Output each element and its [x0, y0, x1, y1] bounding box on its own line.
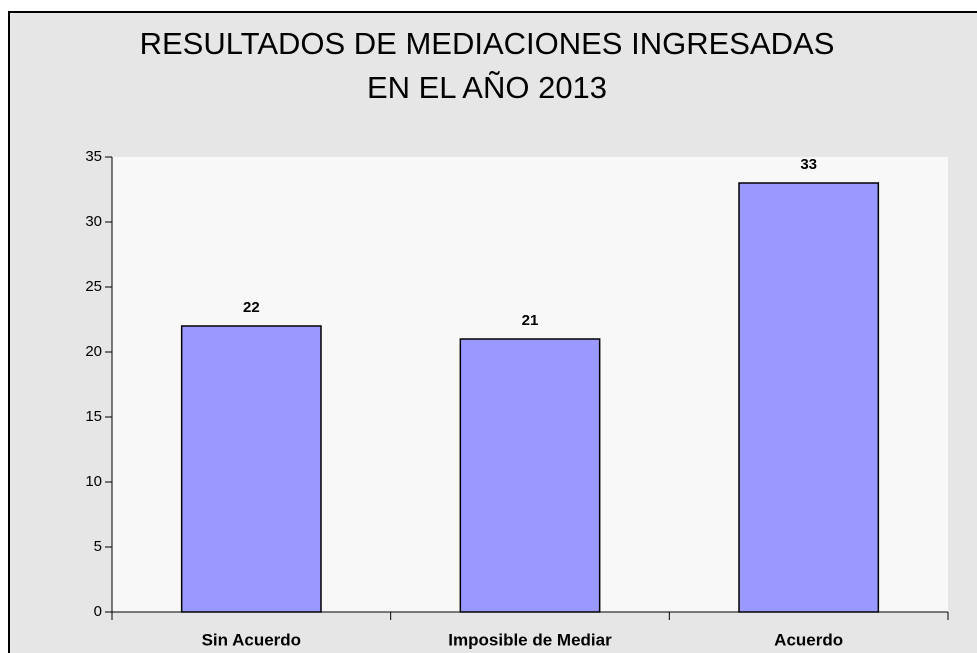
value-label: 22	[243, 299, 260, 316]
y-tick-label: 30	[85, 213, 102, 230]
y-tick-label: 10	[85, 473, 102, 490]
value-label: 33	[800, 156, 817, 173]
y-tick-label: 0	[94, 603, 102, 620]
y-tick-label: 25	[85, 278, 102, 295]
y-tick-label: 35	[85, 148, 102, 165]
x-tick-label: Sin Acuerdo	[202, 630, 302, 649]
chart-title: EN EL AÑO 2013	[367, 70, 607, 105]
y-tick-label: 15	[85, 408, 102, 425]
bar	[180, 325, 322, 613]
chart-title: RESULTADOS DE MEDIACIONES INGRESADAS	[140, 26, 835, 61]
x-tick-label: Imposible de Mediar	[448, 630, 612, 649]
bar	[459, 338, 601, 613]
x-tick-label: Acuerdo	[774, 630, 843, 649]
bar	[738, 182, 880, 613]
value-label: 21	[522, 312, 539, 329]
y-tick-label: 20	[85, 343, 102, 360]
y-tick-label: 5	[94, 538, 102, 555]
